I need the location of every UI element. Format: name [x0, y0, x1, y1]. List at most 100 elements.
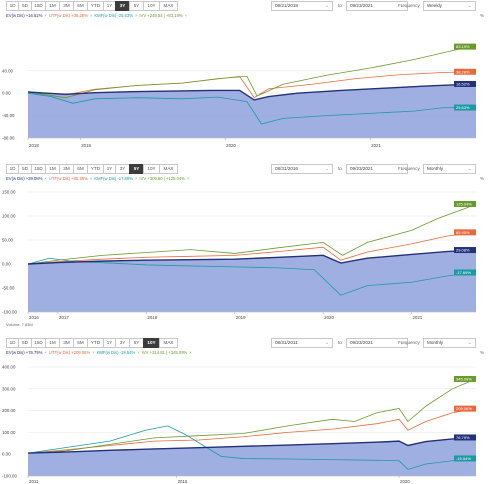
to-label: to	[338, 3, 342, 8]
percent-label: %	[479, 350, 484, 355]
series-line-ev-w-dis[interactable]	[27, 249, 477, 265]
range-button-max[interactable]: MAX	[159, 164, 178, 174]
range-button-6m[interactable]: 6M	[73, 164, 88, 174]
range-button-15d[interactable]: 15D	[31, 338, 46, 348]
end-value-label: 16.52%	[456, 81, 470, 86]
x-tick-label: 2020	[400, 479, 410, 484]
remove-series-icon[interactable]: ×	[186, 176, 190, 181]
remove-series-icon[interactable]: ×	[44, 176, 47, 181]
range-button-3y[interactable]: 3Y	[115, 1, 130, 11]
range-button-3m[interactable]: 3M	[59, 164, 74, 174]
range-button-1m[interactable]: 1M	[45, 338, 60, 348]
date-to-field[interactable]: 09/23/2021 ⌄	[346, 1, 408, 11]
range-button-5d[interactable]: 5D	[18, 1, 32, 11]
range-button-max[interactable]: MAX	[159, 1, 178, 11]
range-button-10y[interactable]: 10Y	[143, 164, 160, 174]
x-tick-label: 2019	[81, 143, 91, 148]
legend-item[interactable]: EV(w Dis) +29.08%	[6, 176, 43, 181]
date-to-field[interactable]: 09/23/2021 ⌄	[346, 338, 408, 348]
end-value-badge	[454, 80, 476, 87]
toolbar: 1D 5D 15D 1M 3M 6M YTD 1Y 3Y 5Y 10Y MAX 08/31/2016 ⌄…	[0, 163, 489, 175]
legend-item[interactable]: KMF(w Dis) -25.63%	[94, 13, 133, 18]
range-button-ytd[interactable]: YTD	[87, 164, 104, 174]
end-value-label: 125.04%	[456, 201, 472, 206]
range-button-3m[interactable]: 3M	[59, 338, 74, 348]
frequency-select[interactable]: Monthly ⌄	[423, 338, 476, 348]
legend-item[interactable]: UTF(w Dis) +38.28%	[48, 13, 88, 18]
series-line-ev-w-dis[interactable]	[27, 436, 477, 454]
range-button-1m[interactable]: 1M	[45, 164, 60, 174]
series-line-utf-w-dis[interactable]	[27, 231, 477, 265]
range-button-5d[interactable]: 5D	[18, 338, 32, 348]
series-line-kmf-w-dis[interactable]	[27, 92, 477, 125]
legend-item[interactable]: EV(w Dis) +16.52%	[6, 13, 43, 18]
series-line-utf-w-dis[interactable]	[27, 71, 477, 99]
legend-item[interactable]: KMF(w Dis) -19.54%	[96, 350, 136, 355]
legend-item[interactable]: KMF(w Dis) -17.69%	[94, 176, 133, 181]
range-button-10y[interactable]: 10Y	[143, 1, 160, 11]
date-from-field[interactable]: 08/21/2018 ⌄	[271, 1, 333, 11]
range-buttons: 1D 5D 15D 1M 3M 6M YTD 1Y 3Y 5Y 10Y MAX	[6, 164, 178, 174]
chevron-down-icon: ⌄	[324, 166, 329, 172]
legend-item[interactable]: IVV +309.60 | +125.04%	[139, 176, 185, 181]
frequency-select[interactable]: Monthly ⌄	[423, 164, 476, 174]
chevron-down-icon: ⌄	[467, 3, 472, 9]
range-button-15d[interactable]: 15D	[31, 164, 46, 174]
y-tick-label: 400.00	[2, 365, 16, 370]
frequency-value: Monthly	[427, 166, 444, 171]
remove-series-icon[interactable]: ×	[44, 13, 47, 18]
date-to-field[interactable]: 09/23/2021 ⌄	[346, 164, 408, 174]
legend-item[interactable]: EV(w Dis) +76.79%	[6, 350, 43, 355]
range-button-6m[interactable]: 6M	[73, 1, 88, 11]
range-button-1m[interactable]: 1M	[45, 1, 60, 11]
end-value-badge	[454, 247, 476, 254]
series-line-ivv[interactable]	[27, 203, 477, 265]
date-to-value: 09/23/2021	[350, 340, 373, 345]
date-from-field[interactable]: 08/31/2011 ⌄	[271, 338, 333, 348]
end-value-label: 29.08%	[456, 248, 470, 253]
remove-series-icon[interactable]: ×	[92, 350, 95, 355]
range-button-3m[interactable]: 3M	[59, 1, 74, 11]
range-button-5d[interactable]: 5D	[18, 164, 32, 174]
y-tick-label: -100.00	[2, 474, 17, 479]
remove-series-icon[interactable]: ×	[189, 350, 192, 355]
range-button-3y[interactable]: 3Y	[115, 164, 130, 174]
range-button-15d[interactable]: 15D	[31, 1, 46, 11]
series-line-kmf-w-dis[interactable]	[27, 425, 477, 470]
remove-series-icon[interactable]: ×	[137, 350, 140, 355]
range-button-5y[interactable]: 5Y	[129, 1, 144, 11]
chevron-down-icon: ⌄	[399, 340, 404, 346]
legend-item[interactable]: IVV +249.54 | +83.19%	[139, 13, 183, 18]
range-button-6m[interactable]: 6M	[73, 338, 88, 348]
date-from-field[interactable]: 08/31/2016 ⌄	[271, 164, 333, 174]
y-tick-label: 0.00	[2, 452, 11, 457]
legend-item[interactable]: UTF(w Dis) +209.06%	[48, 350, 91, 355]
range-button-5y[interactable]: 5Y	[129, 164, 144, 174]
y-tick-label: -100.00	[2, 310, 17, 315]
end-value-badge	[454, 43, 476, 50]
frequency-value: Weekly	[427, 3, 442, 8]
series-line-ivv[interactable]	[27, 46, 477, 99]
series-line-utf-w-dis[interactable]	[27, 408, 477, 454]
remove-series-icon[interactable]: ×	[134, 13, 138, 18]
remove-series-icon[interactable]: ×	[44, 350, 47, 355]
legend-item[interactable]: IVV +314.81 | +345.09%	[141, 350, 188, 355]
x-tick-label: 2021	[371, 143, 381, 148]
remove-series-icon[interactable]: ×	[89, 13, 93, 18]
remove-series-icon[interactable]: ×	[184, 13, 188, 18]
range-button-10y[interactable]: 10Y	[143, 338, 160, 348]
y-tick-label: -40.00	[2, 113, 15, 118]
date-from-value: 08/31/2011	[275, 340, 298, 345]
legend-item[interactable]: UTF(w Dis) +65.95%	[48, 176, 88, 181]
range-button-3y[interactable]: 3Y	[115, 338, 130, 348]
range-button-ytd[interactable]: YTD	[87, 338, 104, 348]
remove-series-icon[interactable]: ×	[89, 176, 93, 181]
series-line-ev-w-dis[interactable]	[27, 83, 477, 101]
y-tick-label: 300.00	[2, 386, 16, 391]
remove-series-icon[interactable]: ×	[134, 176, 138, 181]
range-button-ytd[interactable]: YTD	[87, 1, 104, 11]
series-line-ivv[interactable]	[27, 378, 477, 454]
range-button-max[interactable]: MAX	[159, 338, 178, 348]
frequency-select[interactable]: Weekly ⌄	[423, 1, 476, 11]
range-button-5y[interactable]: 5Y	[129, 338, 144, 348]
